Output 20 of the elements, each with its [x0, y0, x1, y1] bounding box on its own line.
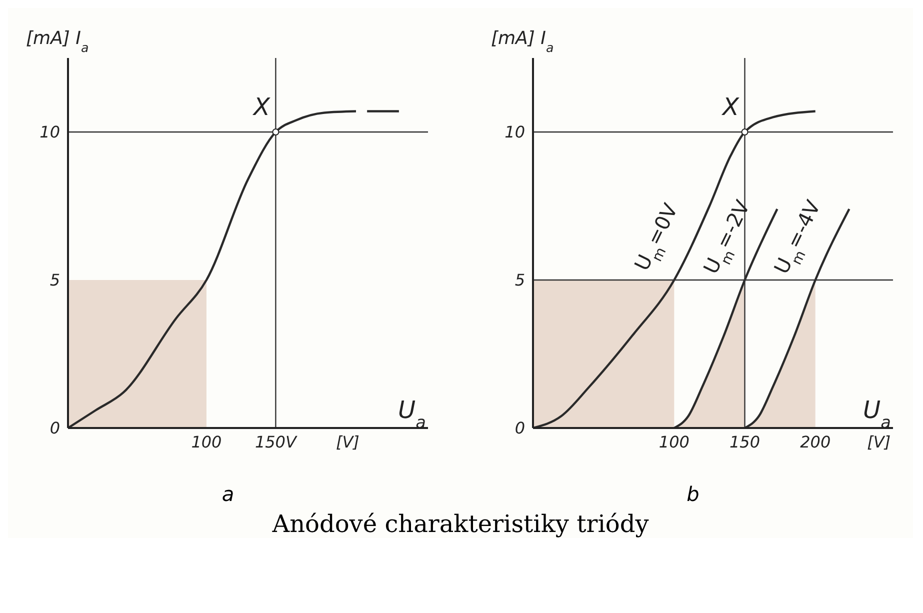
y-tick-label: 10 [40, 122, 60, 142]
x-tick-label: 100 [191, 432, 222, 452]
x-tick-label: 150V [254, 432, 298, 452]
text: a [220, 482, 236, 506]
y-tick-label: 5 [50, 270, 60, 290]
y-tick-label: 10 [504, 122, 525, 142]
y-tick-label: 0 [514, 418, 525, 438]
x-tick-label: 100 [658, 432, 690, 452]
text: b [686, 482, 700, 506]
y-axis-title: [mA] I$_{a}$ [26, 28, 89, 54]
annotation: X [720, 93, 740, 121]
x-tick-label: 200 [800, 432, 831, 452]
x-tick-label: [V] [336, 432, 360, 452]
y-tick-label: 5 [514, 270, 525, 290]
y-tick-label: 0 [50, 418, 60, 438]
x-tick-label: 150 [729, 432, 760, 452]
text: Anódové charakteristiky triódy [271, 510, 650, 538]
annotation: X [251, 93, 270, 121]
x-tick-label: [V] [867, 432, 891, 452]
y-axis-title: [mA] I$_{a}$ [491, 28, 554, 54]
